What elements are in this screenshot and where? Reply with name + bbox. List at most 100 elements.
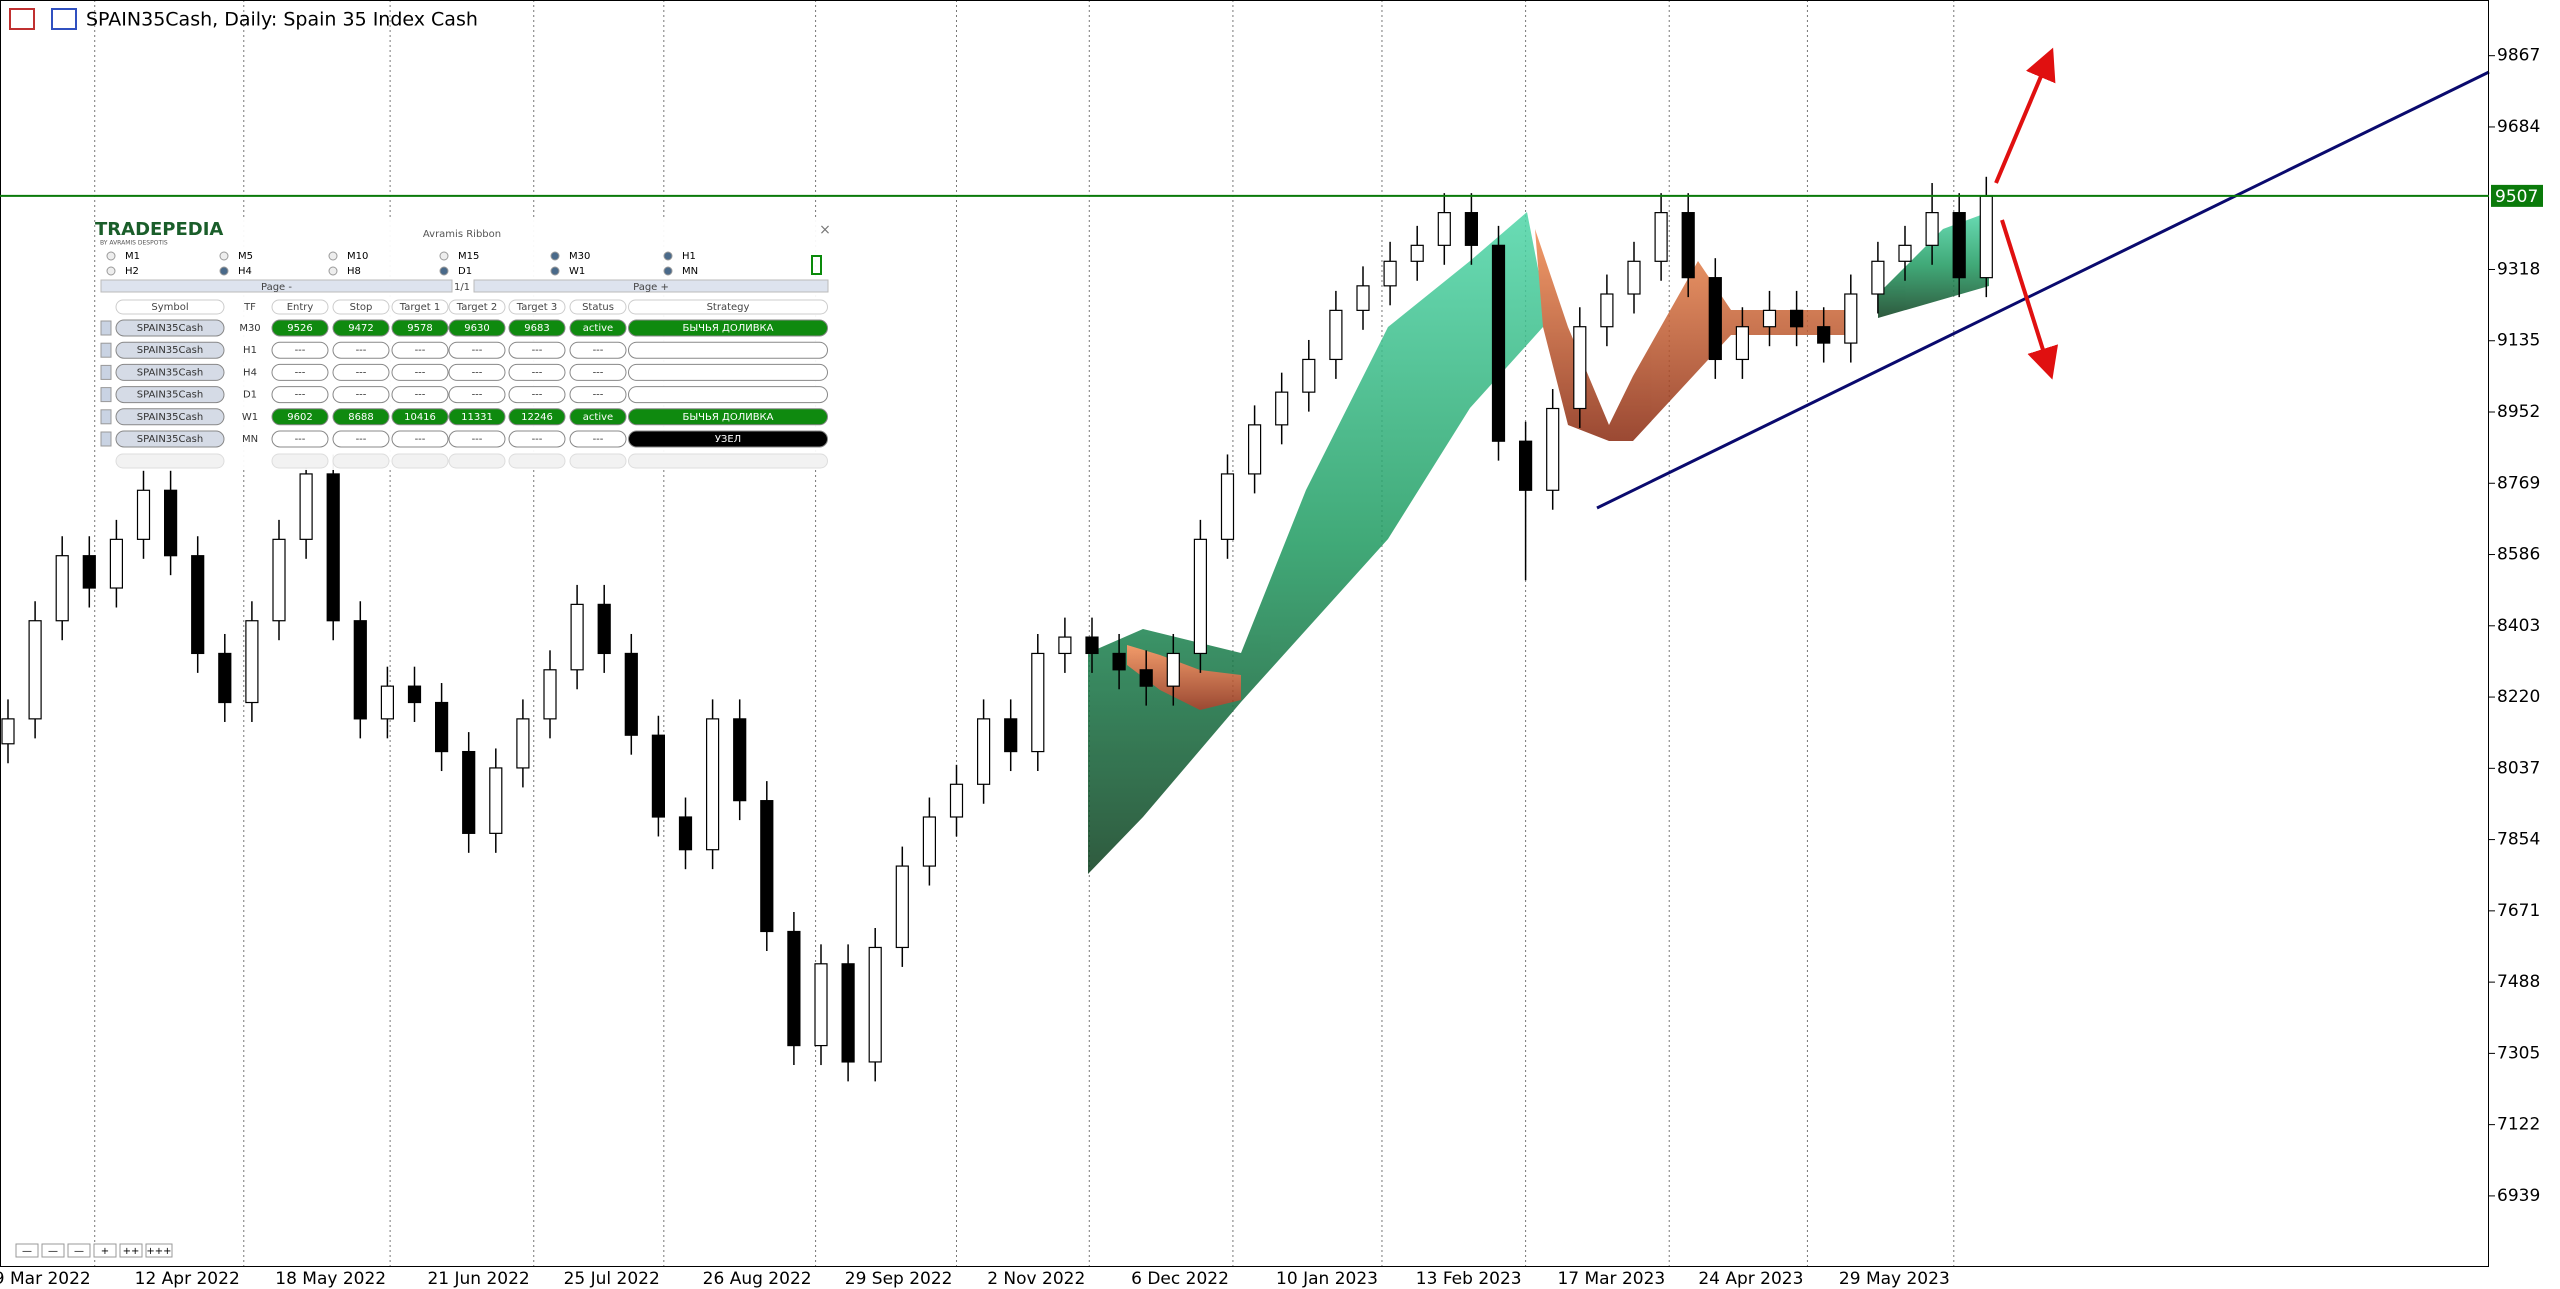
candle-body xyxy=(191,555,205,655)
candle-body xyxy=(1356,285,1370,311)
cell xyxy=(271,408,329,426)
zoom-label[interactable]: — xyxy=(74,1246,84,1257)
cell-text: --- xyxy=(472,390,483,401)
radio-label[interactable]: H1 xyxy=(682,251,696,262)
row-icon[interactable] xyxy=(100,342,112,358)
cell xyxy=(448,408,506,426)
cell-text: --- xyxy=(415,367,426,378)
nav-label[interactable]: Page - xyxy=(261,282,292,293)
candle-body xyxy=(1898,244,1912,262)
candle-body xyxy=(435,701,449,753)
y-tick-label: 7122 xyxy=(2497,1115,2540,1135)
radio[interactable] xyxy=(663,266,673,276)
zoom-label[interactable]: — xyxy=(22,1246,32,1257)
cell-text: 11331 xyxy=(461,412,493,423)
cell xyxy=(448,386,506,404)
zoom-button[interactable] xyxy=(119,1243,143,1258)
zoom-label[interactable]: +++ xyxy=(146,1246,171,1257)
radio[interactable] xyxy=(106,266,116,276)
cell xyxy=(115,408,225,426)
radio[interactable] xyxy=(328,251,338,261)
radio-label[interactable]: M15 xyxy=(458,251,479,262)
radio-label[interactable]: H2 xyxy=(125,266,139,277)
candle-body xyxy=(705,718,720,851)
cell-text: --- xyxy=(532,345,543,356)
candles xyxy=(1,176,1993,1082)
radio[interactable] xyxy=(328,266,338,276)
cell-text: --- xyxy=(295,345,306,356)
column-header: Target 2 xyxy=(456,302,497,313)
nav-label: 1/1 xyxy=(454,282,470,293)
close-button[interactable]: × xyxy=(819,222,831,238)
cell xyxy=(115,341,225,359)
radio[interactable] xyxy=(550,251,560,261)
cell-text: 12246 xyxy=(521,412,553,423)
radio[interactable] xyxy=(219,251,229,261)
panel-title[interactable]: Avramis Ribbon xyxy=(423,229,501,240)
x-tick-label: 24 Apr 2023 xyxy=(1698,1269,1803,1289)
ribbon-orange xyxy=(1535,229,1845,441)
candle-body xyxy=(407,685,422,704)
candle-body xyxy=(1004,718,1018,753)
cell-text: 9683 xyxy=(524,323,549,334)
candle-body xyxy=(272,538,286,622)
header-cell xyxy=(508,299,566,315)
zoom-button[interactable] xyxy=(15,1243,39,1258)
nav-label[interactable]: Page + xyxy=(633,282,669,293)
radio-label[interactable]: H8 xyxy=(347,266,361,277)
x-tick-label: 6 Dec 2022 xyxy=(1131,1269,1229,1289)
zoom-button[interactable] xyxy=(93,1243,117,1258)
radio-label[interactable]: M1 xyxy=(125,251,140,262)
zoom-label[interactable]: ++ xyxy=(123,1246,140,1257)
nav-button[interactable] xyxy=(473,279,829,293)
radio-label[interactable]: D1 xyxy=(458,266,472,277)
row-icon[interactable] xyxy=(100,364,112,380)
logo-sub: BY AVRAMIS DESPOTIS xyxy=(100,240,168,247)
zoom-button[interactable] xyxy=(67,1243,91,1258)
cell-text: --- xyxy=(472,367,483,378)
radio-label[interactable]: MN xyxy=(682,266,698,277)
cell-text: --- xyxy=(295,390,306,401)
cell-text: --- xyxy=(356,345,367,356)
radio-label[interactable]: W1 xyxy=(569,266,585,277)
radio[interactable] xyxy=(106,251,116,261)
zoom-label[interactable]: + xyxy=(101,1246,109,1257)
cell xyxy=(508,408,566,426)
row-icon[interactable] xyxy=(100,409,112,425)
radio-label[interactable]: M10 xyxy=(347,251,368,262)
radio-label[interactable]: H4 xyxy=(238,266,252,277)
cell-text: 9526 xyxy=(287,323,312,334)
zoom-button[interactable] xyxy=(41,1243,65,1258)
candle-body xyxy=(299,473,313,540)
zoom-label[interactable]: — xyxy=(48,1246,58,1257)
candle-body xyxy=(1681,212,1695,279)
candle-body xyxy=(1302,358,1316,393)
row-icon[interactable] xyxy=(100,320,112,336)
radio-label[interactable]: M30 xyxy=(569,251,590,262)
chart-frame xyxy=(0,0,2489,1267)
cell-text: --- xyxy=(472,434,483,445)
radio[interactable] xyxy=(663,251,673,261)
cell xyxy=(569,341,627,359)
radio[interactable] xyxy=(219,266,229,276)
candle-body xyxy=(1275,391,1289,426)
candle-body xyxy=(1247,424,1262,475)
radio[interactable] xyxy=(439,266,449,276)
cell xyxy=(271,319,329,337)
row-icon[interactable] xyxy=(100,431,112,447)
radio[interactable] xyxy=(550,266,560,276)
zoom-button[interactable] xyxy=(145,1243,173,1258)
candle-body xyxy=(326,473,340,622)
header-cell xyxy=(391,299,449,315)
icon xyxy=(9,8,35,30)
row-icon[interactable] xyxy=(100,387,112,403)
radio-label[interactable]: M5 xyxy=(238,251,253,262)
candle-body xyxy=(1112,652,1126,671)
cell xyxy=(569,319,627,337)
column-header: Status xyxy=(582,302,614,313)
nav-button[interactable] xyxy=(100,279,453,293)
candle-body xyxy=(922,816,937,867)
radio[interactable] xyxy=(439,251,449,261)
column-header: Entry xyxy=(287,302,314,313)
cell xyxy=(391,341,449,359)
